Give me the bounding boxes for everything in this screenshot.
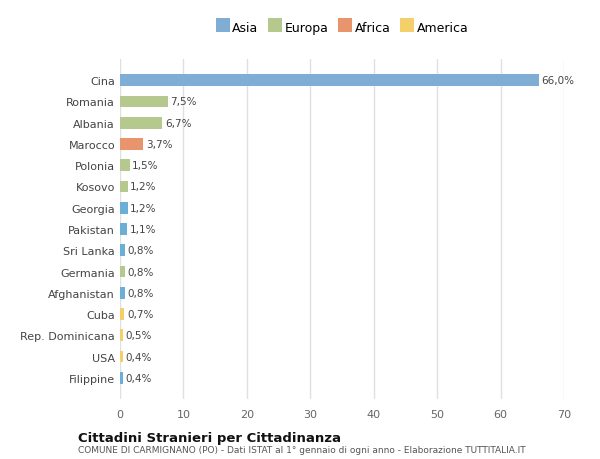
Bar — [120, 202, 128, 214]
Bar — [120, 330, 123, 341]
Text: 6,7%: 6,7% — [165, 118, 191, 129]
Text: 0,8%: 0,8% — [128, 288, 154, 298]
Bar — [120, 181, 128, 193]
Text: COMUNE DI CARMIGNANO (PO) - Dati ISTAT al 1° gennaio di ogni anno - Elaborazione: COMUNE DI CARMIGNANO (PO) - Dati ISTAT a… — [78, 445, 526, 454]
Text: 3,7%: 3,7% — [146, 140, 173, 150]
Text: 1,1%: 1,1% — [130, 224, 156, 235]
Bar — [120, 160, 130, 172]
Text: 0,7%: 0,7% — [127, 309, 154, 319]
Bar — [120, 118, 163, 129]
Bar — [120, 96, 167, 108]
Text: Cittadini Stranieri per Cittadinanza: Cittadini Stranieri per Cittadinanza — [78, 431, 341, 444]
Bar — [120, 75, 539, 87]
Text: 0,5%: 0,5% — [126, 330, 152, 341]
Text: 0,4%: 0,4% — [125, 352, 151, 362]
Bar — [120, 351, 122, 363]
Bar — [120, 287, 125, 299]
Bar — [120, 372, 122, 384]
Bar — [120, 139, 143, 151]
Text: 0,8%: 0,8% — [128, 246, 154, 256]
Text: 1,2%: 1,2% — [130, 203, 157, 213]
Bar — [120, 266, 125, 278]
Bar — [120, 245, 125, 257]
Text: 0,4%: 0,4% — [125, 373, 151, 383]
Bar — [120, 224, 127, 235]
Legend: Asia, Europa, Africa, America: Asia, Europa, Africa, America — [212, 18, 472, 39]
Bar — [120, 308, 124, 320]
Text: 0,8%: 0,8% — [128, 267, 154, 277]
Text: 1,2%: 1,2% — [130, 182, 157, 192]
Text: 7,5%: 7,5% — [170, 97, 197, 107]
Text: 66,0%: 66,0% — [541, 76, 574, 86]
Text: 1,5%: 1,5% — [132, 161, 158, 171]
